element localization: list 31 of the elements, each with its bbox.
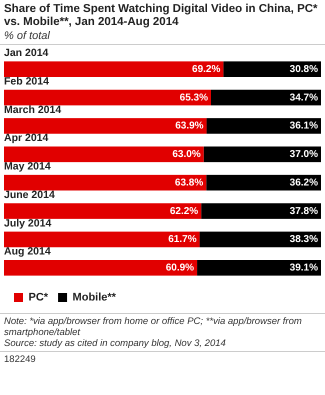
- chart-title: Share of Time Spent Watching Digital Video in China, PC* vs. Mobile**, Jan 2014-Aug 2014: [3, 2, 319, 29]
- y-tick-label: Feb 2014: [4, 75, 50, 88]
- data-label: 36.2%: [290, 177, 318, 188]
- data-label: 63.8%: [174, 177, 204, 188]
- data-label: 65.3%: [180, 92, 208, 104]
- y-tick-label: June 2014: [4, 188, 55, 201]
- data-label: 63.9%: [175, 120, 204, 132]
- data-label: 63.0%: [172, 149, 201, 160]
- data-label: 38.3%: [290, 234, 318, 246]
- data-label: 60.9%: [166, 262, 194, 274]
- data-label: 37.8%: [290, 206, 318, 217]
- y-tick-label: March 2014: [4, 104, 62, 116]
- y-tick-label: May 2014: [4, 160, 51, 173]
- y-tick-label: Aug 2014: [4, 246, 51, 258]
- y-tick-label: Jan 2014: [4, 47, 49, 60]
- data-label: 37.0%: [290, 149, 318, 160]
- data-label: 36.1%: [290, 120, 318, 132]
- data-label: 34.7%: [290, 92, 318, 104]
- legend-label: PC*: [28, 292, 49, 304]
- y-tick-label: Apr 2014: [4, 132, 49, 144]
- data-label: 39.1%: [290, 262, 318, 274]
- text: 182249: [0, 351, 325, 367]
- data-label: 62.2%: [170, 206, 198, 217]
- data-label: 69.2%: [192, 64, 220, 75]
- legend-label: Mobile**: [72, 292, 117, 304]
- source-note: Source: study as cited in company blog, Nov 3, 2014: [4, 338, 227, 349]
- data-label: 61.7%: [168, 234, 197, 246]
- text: Note: *via app/browser from home or office PC; **via app/browser from smartphone/tablet: [4, 316, 303, 338]
- chart-subtitle: % of total: [0, 29, 325, 45]
- data-label: 30.8%: [290, 64, 318, 75]
- y-tick-label: July 2014: [4, 217, 52, 230]
